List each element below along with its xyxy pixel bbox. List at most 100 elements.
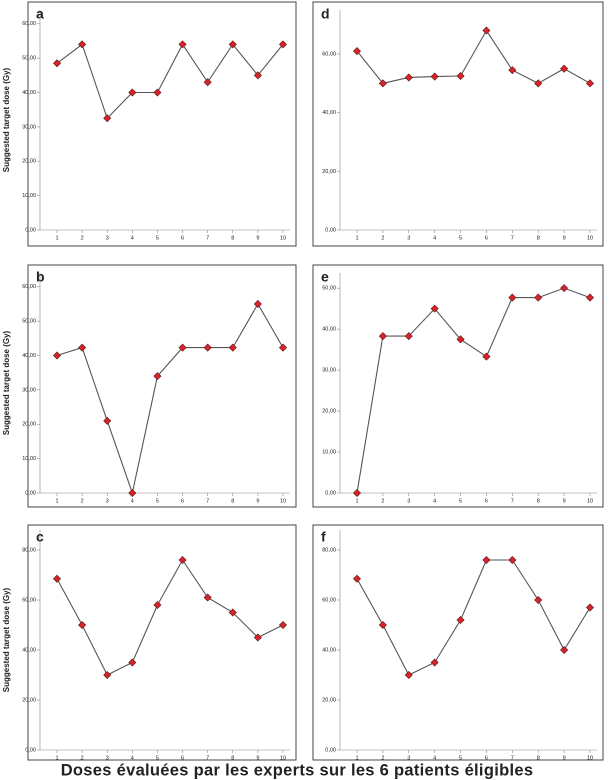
point-marker (52, 59, 62, 68)
point-marker (103, 670, 112, 680)
point-marker (78, 343, 87, 352)
point-marker (508, 555, 517, 565)
y-tick-label: 50,00 (22, 56, 36, 62)
x-tick-label: 4 (433, 235, 436, 241)
y-axis-label: Suggested target dose (Gy) (2, 587, 11, 692)
x-tick-label: 8 (537, 498, 540, 504)
x-tick-label: 1 (355, 498, 358, 504)
panel-label: d (321, 6, 330, 22)
point-marker (508, 66, 517, 75)
x-tick-label: 2 (81, 755, 84, 761)
y-tick-label: 0,00 (25, 227, 36, 233)
y-tick-label: 10,00 (22, 193, 36, 199)
point-marker (430, 658, 439, 667)
y-tick-label: 40,00 (322, 110, 336, 116)
x-tick-label: 5 (459, 235, 462, 241)
y-tick-label: 20,00 (22, 159, 36, 165)
x-tick-label: 7 (206, 498, 209, 504)
point-marker (534, 293, 543, 302)
series-line (356, 287, 591, 494)
x-tick-label: 3 (106, 235, 109, 241)
point-marker (352, 488, 362, 498)
panel-frame (27, 264, 297, 508)
y-tick-label: 20,00 (322, 409, 336, 415)
point-marker (534, 595, 543, 605)
point-marker (278, 40, 288, 49)
point-marker (228, 608, 237, 617)
series-line (56, 43, 284, 120)
x-tick-label: 4 (433, 755, 436, 761)
x-tick-label: 7 (511, 235, 514, 241)
x-tick-label: 4 (131, 755, 134, 761)
panel-label: a (36, 6, 44, 22)
x-tick-label: 2 (381, 755, 384, 761)
y-tick-label: 50,00 (322, 286, 336, 292)
x-tick-label: 6 (485, 498, 488, 504)
panel-frame (27, 1, 297, 247)
point-marker (253, 633, 262, 642)
x-tick-label: 1 (355, 755, 358, 761)
y-tick-label: 20,00 (22, 697, 36, 703)
y-tick-label: 10,00 (22, 456, 36, 462)
x-tick-label: 2 (81, 498, 84, 504)
panel-label: c (36, 529, 44, 545)
point-marker (404, 332, 413, 341)
x-tick-label: 7 (206, 235, 209, 241)
point-marker (404, 73, 413, 82)
x-tick-label: 3 (106, 498, 109, 504)
x-tick-label: 7 (206, 755, 209, 761)
x-tick-label: 4 (131, 498, 134, 504)
point-marker (352, 47, 362, 56)
y-tick-label: 20,00 (322, 697, 336, 703)
point-marker (585, 293, 595, 302)
x-tick-label: 8 (537, 235, 540, 241)
point-marker (430, 72, 439, 81)
x-tick-label: 4 (131, 235, 134, 241)
y-tick-label: 60,00 (22, 597, 36, 603)
point-marker (560, 284, 569, 293)
x-tick-label: 5 (156, 235, 159, 241)
x-tick-label: 5 (156, 755, 159, 761)
point-marker (482, 26, 491, 35)
series-line (56, 302, 284, 496)
y-tick-label: 80,00 (22, 547, 36, 553)
y-tick-label: 60,00 (22, 21, 36, 27)
y-tick-label: 20,00 (322, 169, 336, 175)
x-tick-label: 1 (355, 235, 358, 241)
point-marker (456, 335, 465, 344)
y-axis-label: Suggested target dose (Gy) (2, 330, 11, 435)
x-tick-label: 6 (181, 755, 184, 761)
y-tick-label: 30,00 (22, 387, 36, 393)
y-tick-label: 0,00 (325, 490, 336, 496)
x-tick-label: 8 (231, 755, 234, 761)
point-marker (378, 332, 387, 341)
point-marker (128, 88, 137, 97)
y-tick-label: 40,00 (22, 353, 36, 359)
point-marker (508, 293, 517, 302)
point-marker (253, 71, 262, 80)
point-marker (228, 343, 237, 352)
x-tick-label: 3 (106, 755, 109, 761)
x-tick-label: 1 (55, 498, 58, 504)
series-line (356, 29, 591, 84)
y-tick-label: 0,00 (325, 227, 336, 233)
point-marker (78, 40, 87, 49)
x-tick-label: 1 (55, 755, 58, 761)
x-tick-label: 7 (511, 755, 514, 761)
y-tick-label: 0,00 (25, 747, 36, 753)
panel-label: b (36, 269, 45, 285)
x-tick-label: 10 (587, 235, 593, 241)
x-tick-label: 7 (511, 498, 514, 504)
point-marker (378, 79, 387, 88)
point-marker (585, 79, 595, 88)
y-tick-label: 50,00 (22, 319, 36, 325)
point-marker (153, 372, 162, 381)
x-tick-label: 6 (181, 498, 184, 504)
point-marker (178, 40, 187, 49)
panel-label: f (321, 529, 326, 545)
point-marker (253, 299, 262, 308)
y-tick-label: 60,00 (322, 597, 336, 603)
y-tick-label: 0,00 (25, 490, 36, 496)
panel-label: e (321, 269, 329, 285)
y-tick-label: 60,00 (322, 51, 336, 57)
